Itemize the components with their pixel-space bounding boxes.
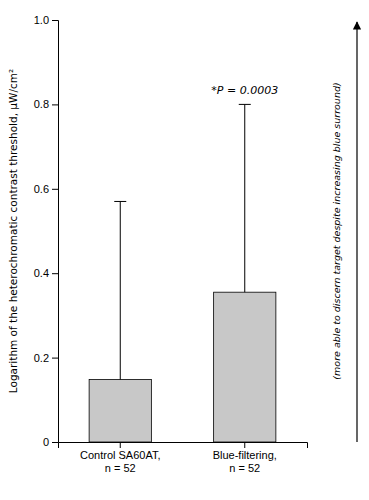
y-tick-label: 1.0	[34, 14, 49, 26]
side-label: (more able to discern target despite inc…	[331, 82, 342, 379]
x-tick-label-line: n = 52	[105, 462, 136, 474]
error-bar	[239, 104, 251, 292]
x-tick-mark	[120, 442, 121, 448]
bar	[89, 380, 151, 442]
y-axis-title: Logarithm of the heterochromatic contras…	[7, 69, 19, 393]
x-tick: Blue-filtering,n = 52	[213, 442, 277, 474]
error-bar-stem	[244, 104, 245, 292]
error-bar-cap	[239, 104, 251, 105]
annotation: *P = 0.0003	[211, 84, 278, 97]
bar	[214, 292, 276, 442]
chart: 00.20.40.60.81.0Control SA60AT,n = 52Blu…	[0, 0, 369, 500]
y-tick: 0.8	[34, 98, 58, 110]
x-tick-label: Blue-filtering,n = 52	[213, 449, 277, 474]
arrow	[356, 22, 357, 442]
x-axis-line	[59, 443, 308, 449]
y-tick-mark	[52, 442, 58, 443]
y-axis: 0 0.2 0.4 0.6 0.8 1.0	[34, 14, 59, 448]
marks	[89, 104, 276, 442]
error-bar-cap	[114, 201, 126, 202]
x-tick-label-line: Blue-filtering,	[213, 449, 277, 461]
y-tick-label: 0.6	[34, 183, 49, 195]
y-tick: 0.4	[34, 267, 58, 279]
y-tick-label: 0.4	[34, 267, 49, 279]
y-tick-mark	[52, 20, 58, 21]
x-axis: Control SA60AT,n = 52Blue-filtering,n = …	[59, 442, 308, 474]
error-bar	[114, 201, 126, 379]
y-tick: 1.0	[34, 14, 58, 26]
x-tick-label-line: n = 52	[229, 462, 260, 474]
y-tick-label: 0	[43, 436, 49, 448]
y-tick-mark	[52, 189, 58, 190]
y-axis-line	[52, 21, 59, 443]
y-tick-mark	[52, 358, 58, 359]
x-tick: Control SA60AT,n = 52	[80, 442, 161, 474]
x-tick-mark	[244, 442, 245, 448]
y-tick: 0.6	[34, 183, 58, 195]
y-tick-mark	[52, 104, 58, 105]
y-tick-label: 0.2	[34, 352, 49, 364]
x-tick-label-line: Control SA60AT,	[80, 449, 161, 461]
y-tick-mark	[52, 273, 58, 274]
plot: 00.20.40.60.81.0Control SA60AT,n = 52Blu…	[34, 14, 308, 474]
x-tick-label: Control SA60AT,n = 52	[80, 449, 161, 474]
y-tick-label: 0.8	[34, 98, 49, 110]
y-tick: 0.2	[34, 352, 58, 364]
error-bar-stem	[120, 201, 121, 379]
y-tick: 0	[43, 436, 58, 448]
